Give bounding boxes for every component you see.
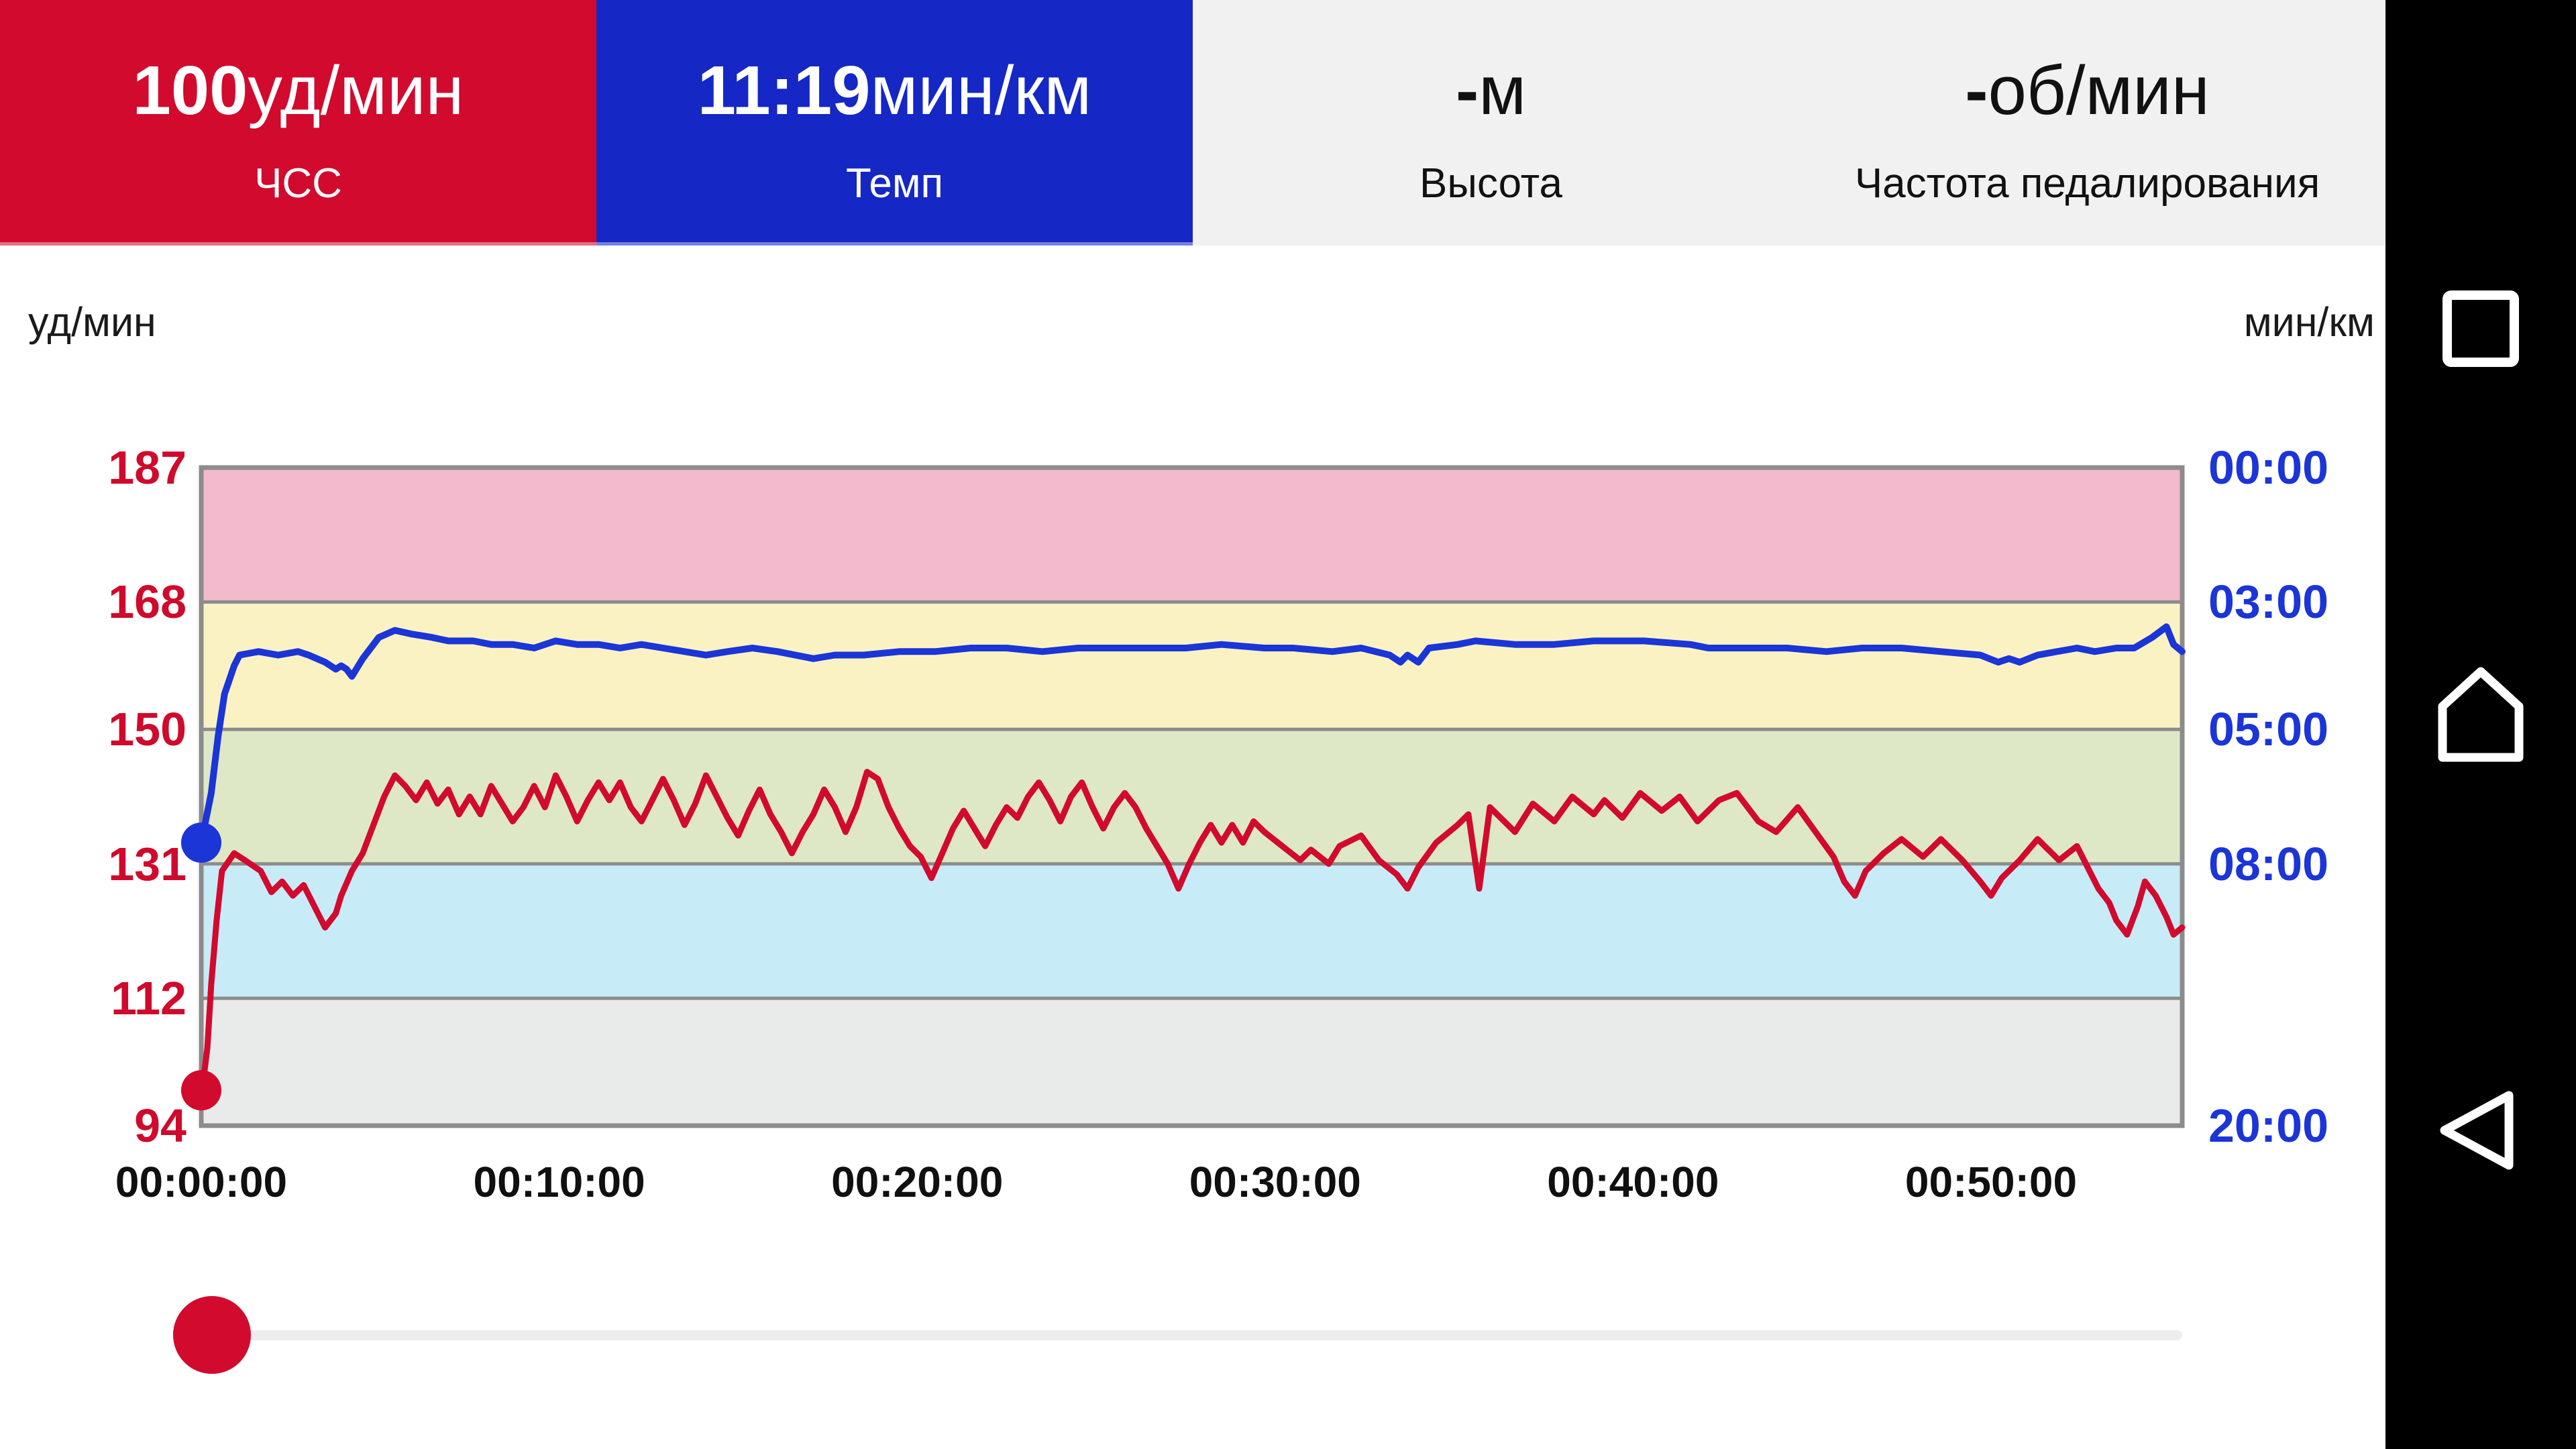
tab-altitude[interactable]: -м Высота [1193, 0, 1789, 246]
x-axis-tick: 00:10:00 [473, 1158, 645, 1206]
right-axis-tick: 08:00 [2208, 837, 2329, 890]
home-button[interactable] [2385, 638, 2576, 799]
home-icon [2438, 667, 2524, 762]
left-axis-tick: 168 [108, 576, 186, 629]
left-axis-tick: 187 [108, 441, 186, 494]
heart-rate-start-marker [181, 1070, 221, 1111]
x-axis-tick: 00:00:00 [115, 1158, 288, 1206]
left-axis-title: уд/мин [28, 299, 156, 345]
altitude-label: Высота [1419, 160, 1562, 207]
x-axis-tick: 00:30:00 [1189, 1158, 1361, 1206]
heart-rate-label: ЧСС [254, 160, 342, 207]
tab-cadence[interactable]: -об/мин Частота педалирования [1789, 0, 2385, 246]
heart-rate-line [198, 769, 2186, 1101]
left-axis-tick: 150 [108, 703, 186, 756]
right-axis-title: мин/км [2243, 299, 2375, 345]
hr-zone-1-band [201, 998, 2182, 1126]
x-axis-tick: 00:20:00 [831, 1158, 1004, 1206]
x-axis-tick: 00:40:00 [1547, 1158, 1719, 1206]
tab-pace[interactable]: 11:19мин/км Темп [596, 0, 1193, 246]
back-triangle-icon [2440, 1091, 2514, 1170]
metric-tabbar: 100уд/мин ЧСС 11:19мин/км Темп -м Высота… [0, 0, 2385, 246]
hr-zone-2-band [201, 863, 2182, 999]
right-axis-tick: 03:00 [2208, 576, 2329, 629]
altitude-value: -м [1455, 52, 1527, 129]
plot-border [199, 465, 2185, 1128]
recents-button[interactable] [2385, 248, 2576, 409]
cadence-value: -об/мин [1965, 52, 2210, 129]
back-button[interactable] [2385, 1050, 2576, 1211]
right-axis-tick: 00:00 [2208, 441, 2329, 494]
left-axis-tick: 112 [111, 972, 186, 1025]
heart-rate-value: 100уд/мин [132, 52, 464, 129]
left-axis-tick: 94 [134, 1099, 186, 1152]
hr-zone-5-band [201, 468, 2182, 602]
right-axis-tick: 05:00 [2208, 703, 2329, 756]
hr-zone-4-band [201, 602, 2182, 730]
right-axis-tick: 20:00 [2208, 1099, 2329, 1152]
left-axis-tick: 131 [108, 837, 186, 890]
cadence-label: Частота педалирования [1854, 160, 2320, 207]
pace-label: Темп [845, 160, 944, 207]
pace-value: 11:19мин/км [697, 52, 1092, 129]
tab-heart-rate[interactable]: 100уд/мин ЧСС [0, 0, 596, 246]
pace-start-marker [181, 822, 221, 863]
scrub-slider-handle[interactable] [173, 1296, 251, 1374]
recents-square-icon [2443, 290, 2519, 367]
x-axis-tick: 00:50:00 [1904, 1158, 2078, 1206]
android-navbar [2385, 0, 2576, 1449]
scrub-slider-track[interactable] [212, 1330, 2182, 1340]
pace-line [198, 623, 2186, 847]
